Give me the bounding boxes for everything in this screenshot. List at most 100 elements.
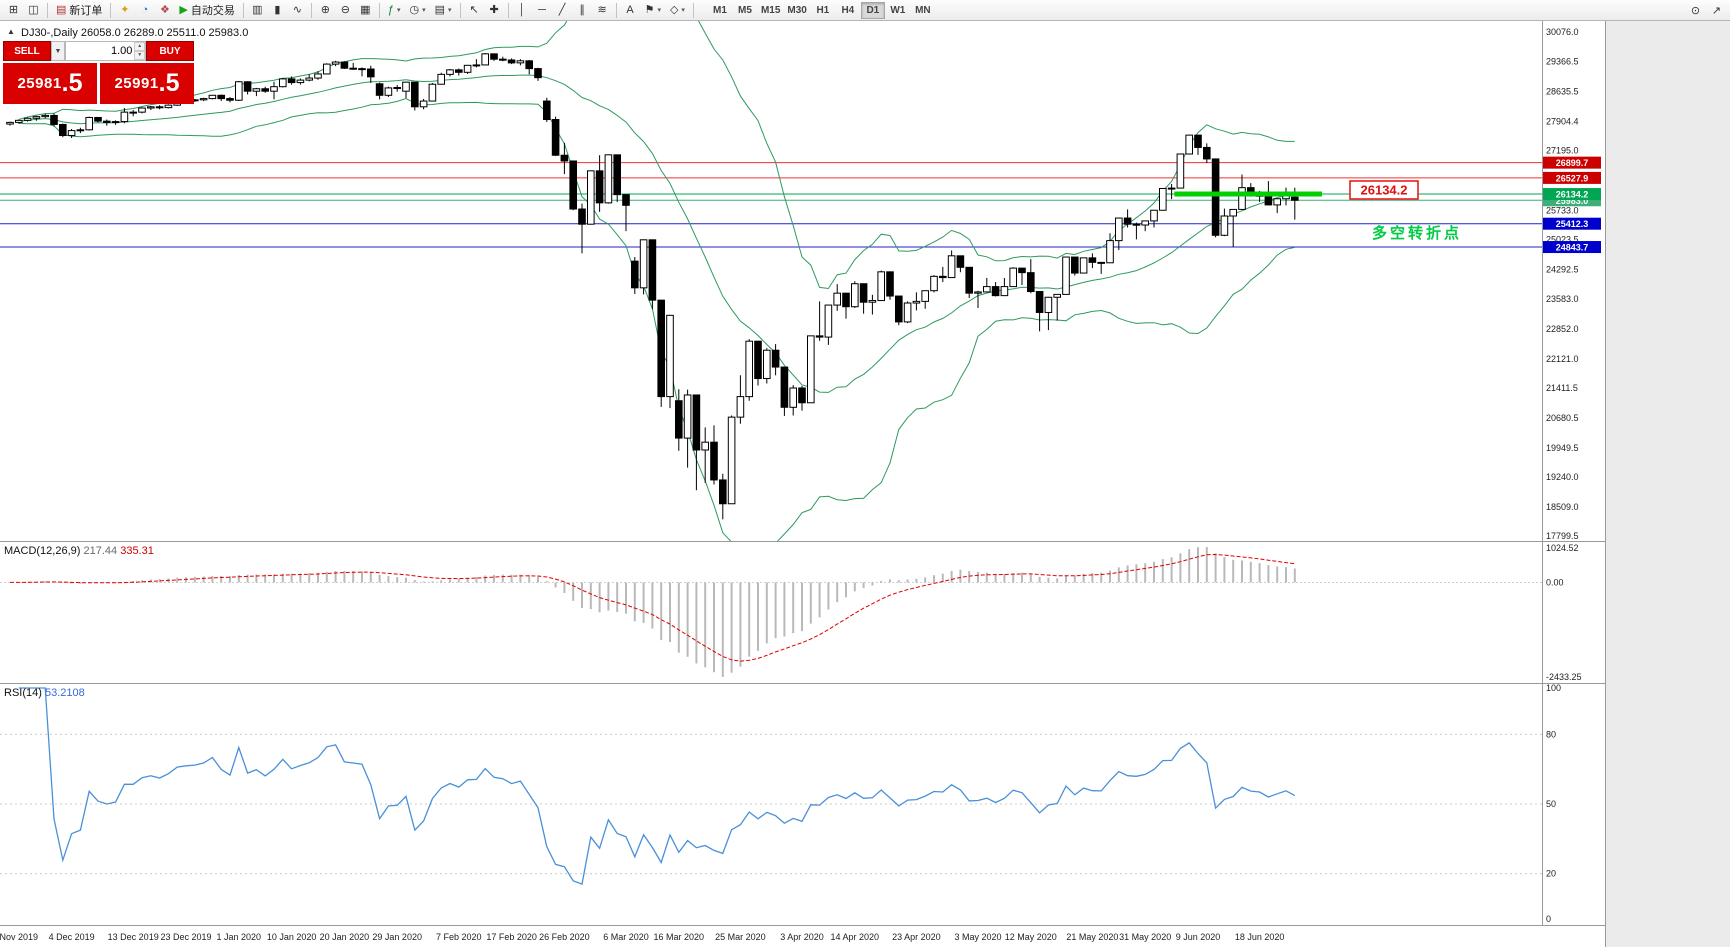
timeframe-d1[interactable]: D1: [860, 1, 885, 19]
sell-price[interactable]: 25981.5: [3, 63, 97, 104]
trendline-icon[interactable]: ╱: [553, 1, 572, 19]
volume-down-button[interactable]: ▼: [134, 51, 145, 60]
date-label: 14 Apr 2020: [830, 932, 880, 942]
data-window-icon[interactable]: ◔: [135, 1, 154, 19]
candle: [314, 73, 322, 79]
candle: [710, 441, 718, 481]
tile-windows-icon[interactable]: ▦: [356, 1, 375, 19]
autotrading-button-label: 自动交易: [190, 5, 235, 17]
macd-pane[interactable]: 1024.52 0.00 -2433.25: [0, 541, 1605, 683]
fibonacci-icon[interactable]: ≋: [593, 1, 612, 19]
candle: [639, 239, 648, 289]
timeframe-m30[interactable]: M30: [784, 2, 809, 19]
candle: [23, 117, 32, 121]
timeframe-h4[interactable]: H4: [836, 2, 860, 19]
candle: [1132, 223, 1141, 226]
buy-price[interactable]: 25991.5: [100, 63, 194, 104]
candle: [921, 290, 930, 302]
zoom-out-icon[interactable]: ⊖: [336, 1, 355, 19]
timeframes-icon[interactable]: ◷ ▾: [406, 1, 430, 19]
sell-button[interactable]: SELL: [3, 41, 51, 61]
indicators-icon[interactable]: ƒ ▾: [384, 1, 405, 19]
navigator-icon[interactable]: ❖: [155, 1, 174, 19]
rsi-indicator-label: RSI(14) 53.2108: [4, 687, 85, 699]
candle: [120, 111, 129, 123]
candle: [296, 79, 305, 84]
timeframe-h1[interactable]: H1: [811, 2, 835, 19]
candle: [455, 69, 463, 73]
candle: [754, 340, 762, 380]
new-order-button[interactable]: ▤ 新订单: [52, 1, 106, 19]
bar-chart-type-icon[interactable]: ▥: [248, 1, 267, 19]
horizontal-line-icon[interactable]: ─: [533, 1, 552, 19]
zoom-in-icon[interactable]: ⊕: [316, 1, 335, 19]
candle: [235, 81, 243, 101]
bollinger-upper-line: [18, 21, 1295, 290]
templates-icon[interactable]: ▤ ▾: [431, 1, 456, 19]
crosshair-icon[interactable]: ✚: [485, 1, 504, 19]
order-type-caret[interactable]: ▼: [51, 41, 65, 61]
vertical-line-icon[interactable]: │: [513, 1, 532, 19]
candle: [1123, 217, 1132, 225]
timeframe-mn[interactable]: MN: [911, 2, 935, 19]
shapes-icon[interactable]: ◇ ▾: [666, 1, 689, 19]
bollinger-middle-line: [18, 74, 1295, 393]
toolbar-separator: [310, 2, 312, 18]
timeframe-m5[interactable]: M5: [733, 2, 757, 19]
main-chart-canvas[interactable]: 30076.029366.528635.527904.427195.026464…: [0, 21, 1605, 541]
candle: [507, 59, 516, 64]
toolbar-separator: [378, 2, 380, 18]
candle: [771, 349, 780, 368]
svg-text:20: 20: [1546, 869, 1556, 879]
popout-icon[interactable]: ↗: [1707, 1, 1726, 19]
candle: [798, 387, 806, 404]
toolbar-right: ⊙ ↗: [1686, 1, 1726, 19]
arrow-tools-icon[interactable]: ⚑ ▾: [641, 1, 665, 19]
volume-up-button[interactable]: ▲: [134, 42, 145, 51]
candle: [833, 292, 842, 306]
line-chart-type-icon[interactable]: ∿: [288, 1, 307, 19]
date-label: 20 Jan 2020: [319, 932, 370, 942]
market-watch-icon[interactable]: ✦: [115, 1, 134, 19]
svg-text:19949.5: 19949.5: [1546, 443, 1579, 453]
buy-button[interactable]: BUY: [146, 41, 194, 61]
timeframe-m1[interactable]: M1: [708, 2, 732, 19]
candle: [789, 387, 798, 408]
cursor-icon[interactable]: ↖: [465, 1, 484, 19]
candle-chart-type-icon[interactable]: ▮: [268, 1, 287, 19]
timeframe-m15[interactable]: M15: [758, 2, 783, 19]
price-callout-box[interactable]: [1349, 180, 1419, 200]
candle: [719, 479, 727, 505]
annotation-note[interactable]: 多空转折点: [1372, 224, 1462, 242]
candle: [983, 286, 991, 293]
ohlc-values: 26058.0 26289.0 25511.0 25983.0: [80, 27, 249, 39]
volume-input[interactable]: [66, 42, 135, 60]
timeframe-w1[interactable]: W1: [886, 2, 910, 19]
candle: [1185, 134, 1194, 155]
new-chart-icon[interactable]: ⊞: [4, 1, 23, 19]
channel-icon: ∥: [579, 3, 585, 16]
candle: [587, 170, 595, 225]
date-label: 31 May 2020: [1119, 932, 1172, 942]
svg-text:1024.52: 1024.52: [1546, 543, 1579, 553]
search-icon[interactable]: ⊙: [1686, 1, 1705, 19]
window-layout-icon[interactable]: ◫: [24, 1, 43, 19]
rsi-pane[interactable]: 100 80 50 20 0: [0, 683, 1605, 925]
chart-title: DJ30-,Daily 26058.0 26289.0 25511.0 2598…: [21, 27, 248, 39]
candle: [111, 121, 120, 124]
one-click-panel-toggle[interactable]: ▲: [4, 26, 18, 38]
autotrading-button[interactable]: ▶ 自动交易: [175, 1, 238, 19]
date-label: 17 Feb 2020: [486, 932, 537, 942]
candle: [974, 291, 982, 294]
toolbar-separator: [242, 2, 244, 18]
candle: [815, 335, 824, 338]
channel-icon[interactable]: ∥: [573, 1, 592, 19]
text-icon[interactable]: A: [621, 1, 640, 19]
time-axis[interactable]: Nov 2019 4 Dec 2019 13 Dec 2019 23 Dec 2019…: [0, 925, 1605, 947]
autotrading-button: ▶: [179, 3, 188, 16]
timeframe-group: M1 M5 M15 M30 H1 H4 D1 W1 MN: [708, 1, 935, 19]
candle: [252, 88, 261, 92]
candle: [402, 81, 410, 92]
date-label: 25 Mar 2020: [715, 932, 766, 942]
candle: [1264, 195, 1273, 206]
